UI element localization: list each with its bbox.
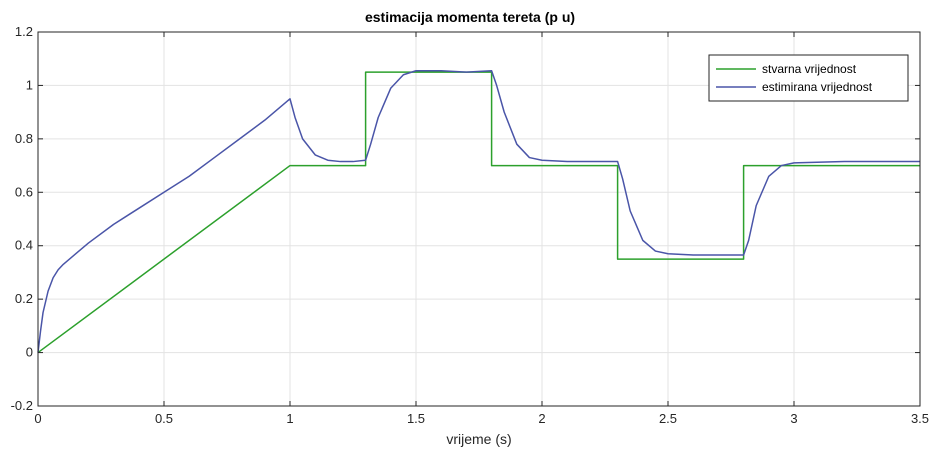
legend-box xyxy=(708,54,909,102)
x-tick-label: 2.5 xyxy=(659,411,677,426)
y-tick-label: 0 xyxy=(26,345,33,360)
x-axis-label: vrijeme (s) xyxy=(446,431,511,447)
plot-frame xyxy=(37,31,921,407)
y-tick-label: -0.2 xyxy=(11,398,33,413)
y-tick-label: 1.2 xyxy=(15,24,33,39)
x-tick-label: 1.5 xyxy=(407,411,425,426)
y-tick-label: 0.6 xyxy=(15,184,33,199)
x-tick-label: 0 xyxy=(34,411,41,426)
data-series xyxy=(37,69,920,354)
axis-ticks: 0 0.5 1 1.5 2 2.5 3 3.5-0.200.20.40.60.811.2 xyxy=(11,24,929,426)
x-tick-label: 1 xyxy=(286,411,293,426)
y-tick-label: 0.8 xyxy=(15,131,33,146)
y-tick-label: 1 xyxy=(26,77,33,92)
x-tick-label: 2 xyxy=(538,411,545,426)
x-tick-label: 3 xyxy=(790,411,797,426)
series-line-1 xyxy=(37,69,920,353)
chart-title: estimacija momenta tereta (p u) xyxy=(365,9,575,25)
x-tick-label: 0.5 xyxy=(155,411,173,426)
legend-label-stvarna: stvarna vrijednost xyxy=(762,62,857,76)
y-tick-label: 0.4 xyxy=(15,238,33,253)
series-line-0 xyxy=(37,71,920,354)
x-tick-label: 3.5 xyxy=(911,411,929,426)
legend: stvarna vrijednost estimirana vrijednost xyxy=(708,54,909,102)
legend-label-estimirana: estimirana vrijednost xyxy=(762,80,873,94)
y-tick-label: 0.2 xyxy=(15,291,33,306)
